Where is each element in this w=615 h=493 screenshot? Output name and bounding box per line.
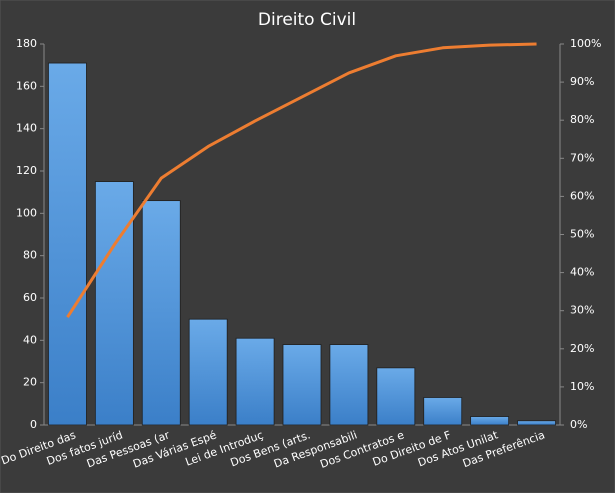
- y2-tick-label: 60%: [570, 189, 594, 202]
- bar: [423, 397, 463, 426]
- y2-tick-label: 10%: [570, 380, 594, 393]
- y2-tick-label: 0%: [570, 418, 587, 431]
- bar: [470, 416, 510, 426]
- bar: [141, 200, 181, 426]
- y-tick-label: 80: [23, 249, 37, 262]
- bar: [235, 337, 275, 426]
- bar: [48, 62, 87, 426]
- y-tick-label: 20: [23, 376, 37, 389]
- y-tick-label: 160: [16, 79, 37, 92]
- y2-tick-label: 50%: [570, 228, 594, 241]
- bar: [282, 344, 322, 426]
- y-tick-label: 100: [16, 206, 37, 219]
- chart-title: Direito Civil: [258, 10, 356, 30]
- y-tick-label: 40: [23, 333, 37, 346]
- bar: [94, 181, 134, 426]
- y2-tick-label: 100%: [570, 37, 601, 50]
- y-tick-label: 60: [23, 291, 37, 304]
- y2-tick-label: 70%: [570, 151, 594, 164]
- y-tick-label: 180: [16, 37, 37, 50]
- y-tick-label: 140: [16, 122, 37, 135]
- bar: [517, 420, 556, 426]
- y2-tick-label: 90%: [570, 75, 594, 88]
- bar: [188, 318, 228, 426]
- y2-tick-label: 40%: [570, 266, 594, 279]
- line: [66, 42, 537, 318]
- bar: [376, 367, 416, 426]
- y2-tick-label: 20%: [570, 342, 594, 355]
- y-tick-label: 120: [16, 164, 37, 177]
- y2-tick-label: 80%: [570, 113, 594, 126]
- bar: [329, 344, 369, 426]
- y2-tick-label: 30%: [570, 304, 594, 317]
- y-tick-label: 0: [30, 418, 37, 431]
